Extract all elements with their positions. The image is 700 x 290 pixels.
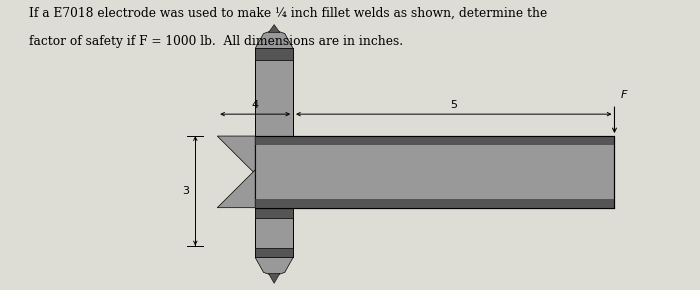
Text: 4: 4 [251,100,259,110]
Bar [256,136,615,145]
Bar [256,208,293,258]
Bar [256,208,293,218]
Polygon shape [256,27,293,48]
Polygon shape [217,170,256,208]
Text: factor of safety if F = 1000 lb.  All dimensions are in inches.: factor of safety if F = 1000 lb. All dim… [29,35,402,48]
Text: If a E7018 electrode was used to make ¼ inch fillet welds as shown, determine th: If a E7018 electrode was used to make ¼ … [29,6,547,19]
Polygon shape [217,136,256,174]
Bar [256,247,293,258]
Text: 5: 5 [450,100,457,110]
Text: F: F [620,90,626,100]
Polygon shape [269,25,280,32]
Polygon shape [269,273,280,283]
Bar [256,199,615,208]
Polygon shape [256,258,293,279]
Text: 3: 3 [182,186,189,196]
Bar [256,48,293,60]
Bar [256,136,615,208]
Bar [256,48,293,136]
